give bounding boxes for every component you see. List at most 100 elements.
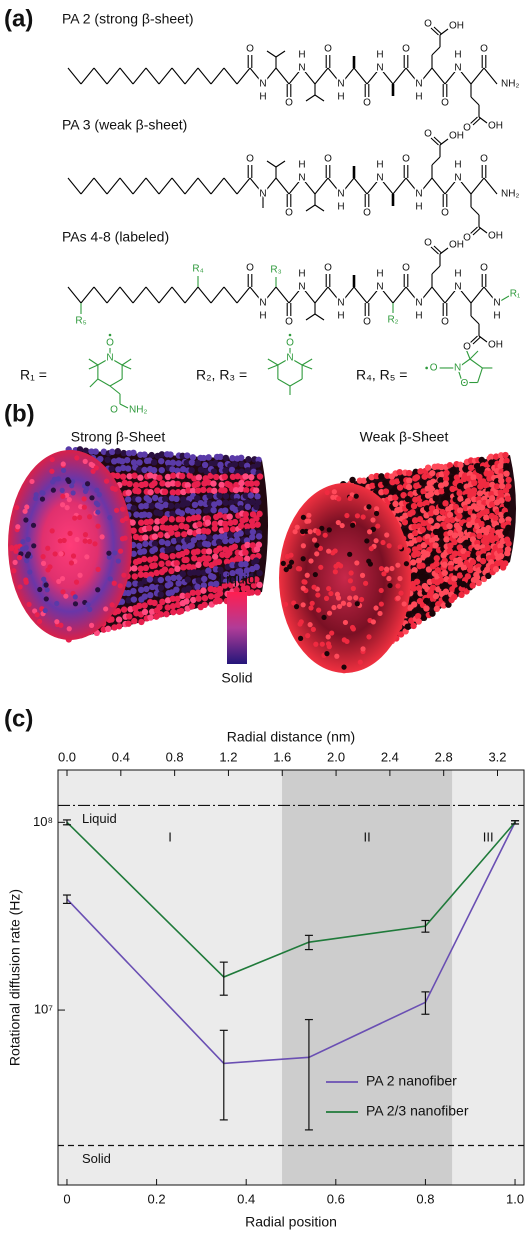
bond	[470, 117, 478, 124]
bond	[302, 365, 312, 369]
bead	[238, 523, 244, 529]
bead	[462, 466, 468, 472]
bead	[65, 505, 70, 510]
bead	[142, 541, 148, 547]
bead	[151, 600, 157, 606]
bead	[174, 566, 180, 572]
bead	[106, 551, 111, 556]
bead	[308, 529, 313, 534]
bead	[283, 602, 288, 607]
bead	[306, 513, 311, 518]
bead	[53, 551, 58, 556]
bead	[54, 619, 59, 624]
bead	[146, 512, 152, 518]
bead	[165, 575, 171, 581]
bead	[347, 496, 352, 501]
bead	[95, 510, 100, 515]
bond	[237, 178, 250, 194]
bond	[393, 178, 406, 194]
bond	[471, 287, 484, 303]
bond	[94, 287, 107, 303]
bead	[105, 626, 111, 632]
bead	[104, 479, 109, 484]
bead	[14, 505, 19, 510]
bead	[153, 525, 159, 531]
legend-label: PA 2/3 nanofiber	[366, 1103, 469, 1119]
bead	[316, 531, 321, 536]
bead	[396, 469, 402, 475]
bead	[216, 539, 222, 545]
reference-label: Solid	[82, 1151, 111, 1166]
bead	[152, 562, 158, 568]
bead	[358, 660, 363, 665]
atom-label: N	[286, 353, 293, 364]
bead	[158, 561, 164, 567]
bond	[354, 68, 367, 84]
bond	[478, 368, 483, 383]
bead	[433, 593, 439, 599]
atom-label: O	[363, 208, 371, 219]
bead	[253, 487, 259, 493]
bead	[253, 480, 259, 486]
atom-label: O	[402, 44, 410, 55]
bead	[253, 504, 259, 510]
bond	[120, 178, 133, 194]
bead	[146, 525, 152, 531]
bead	[301, 543, 306, 548]
bead	[213, 474, 219, 480]
bead	[116, 623, 122, 629]
bond	[471, 97, 479, 105]
bead	[428, 589, 434, 595]
bead	[326, 634, 331, 639]
bead	[429, 610, 435, 616]
bead	[483, 515, 489, 521]
bead	[242, 549, 248, 555]
bead	[474, 544, 480, 550]
model-title: Strong β-Sheet	[71, 429, 166, 445]
bead	[497, 463, 503, 469]
atom-label: O	[363, 98, 371, 109]
bead	[44, 582, 49, 587]
bead	[379, 601, 384, 606]
x-tick-label: 0.8	[416, 1191, 434, 1206]
r-group-label: R₂, R₃ =	[196, 367, 247, 383]
bead	[442, 570, 448, 576]
bead	[333, 569, 338, 574]
bead	[171, 575, 177, 581]
atom-label: O	[285, 98, 293, 109]
atom-label: O	[246, 154, 254, 165]
atom-label: H	[337, 92, 344, 103]
bead	[360, 573, 365, 578]
bond	[470, 227, 478, 234]
bead	[405, 496, 411, 502]
bead	[136, 459, 142, 465]
bond	[81, 178, 94, 194]
bond	[81, 68, 94, 84]
x-tick-label: 0	[63, 1191, 70, 1206]
bead	[347, 595, 352, 600]
bead	[489, 495, 495, 501]
bead	[45, 546, 50, 551]
bead	[366, 634, 371, 639]
bond	[354, 178, 367, 194]
atom-label: O	[463, 233, 471, 244]
bead	[423, 605, 429, 611]
bead	[238, 455, 244, 461]
bead	[74, 537, 79, 542]
bead	[301, 579, 306, 584]
bead	[74, 580, 79, 585]
bead	[433, 561, 439, 567]
bond	[185, 287, 198, 303]
bead	[292, 529, 297, 534]
atom-label: N	[337, 298, 344, 309]
bead	[183, 557, 189, 563]
bead	[54, 601, 59, 606]
bead	[44, 596, 49, 601]
bead	[474, 574, 480, 580]
bead	[121, 606, 127, 612]
bead	[373, 605, 378, 610]
bead	[94, 488, 99, 493]
radical-dot	[289, 334, 292, 337]
bead	[451, 575, 457, 581]
bead	[85, 481, 90, 486]
